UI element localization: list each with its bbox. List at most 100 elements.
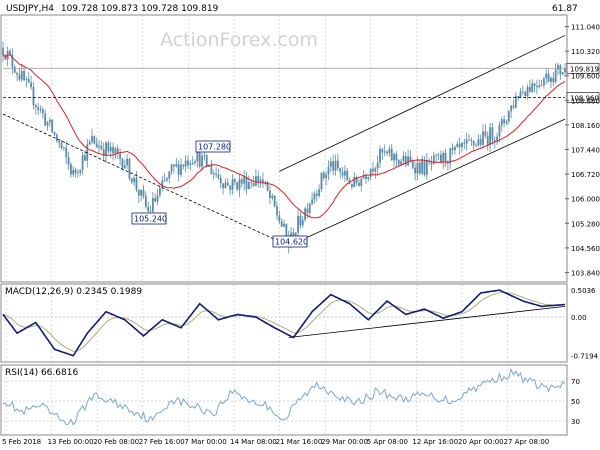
main-pane-frame <box>0 14 568 283</box>
candle-body <box>510 105 513 112</box>
candle <box>158 185 161 198</box>
candle-body <box>421 160 424 174</box>
candle-body <box>105 142 107 157</box>
candle-body <box>479 139 482 145</box>
candle-body <box>360 178 363 186</box>
moving-average-line <box>2 54 566 219</box>
candle-body <box>400 161 402 165</box>
candle <box>531 79 534 94</box>
rsi-line <box>3 367 566 426</box>
candle-body <box>9 50 11 55</box>
candle <box>543 76 545 89</box>
candle-body <box>266 182 269 191</box>
candle <box>536 79 538 95</box>
candle <box>507 110 510 125</box>
candle <box>142 184 145 199</box>
candle <box>184 155 187 173</box>
y-tick-label: 103.840 <box>571 269 600 277</box>
candle-body <box>362 176 365 179</box>
candle <box>432 151 435 166</box>
candle <box>437 152 440 161</box>
candle <box>404 152 407 168</box>
trendline <box>288 118 566 247</box>
candle-body <box>524 92 527 97</box>
candle <box>243 170 246 192</box>
candle <box>278 210 281 225</box>
candle-body <box>243 177 246 184</box>
candle-body <box>547 73 550 82</box>
candle-body <box>353 177 356 188</box>
candle-body <box>224 182 227 189</box>
price-label: 108.960 <box>570 95 599 103</box>
candle-body <box>477 139 480 145</box>
candle <box>259 176 262 188</box>
candle-body <box>107 142 110 152</box>
candle-body <box>528 87 531 92</box>
candle <box>528 79 531 93</box>
candle <box>140 189 143 202</box>
candle-body <box>16 72 18 75</box>
candle-body <box>238 179 241 190</box>
candle <box>189 160 192 171</box>
candle <box>484 124 487 139</box>
candle-body <box>158 187 161 196</box>
candle <box>194 159 196 166</box>
candle <box>18 67 21 82</box>
candle-body <box>93 136 96 144</box>
candle-body <box>210 165 213 175</box>
candle-body <box>161 180 164 188</box>
candle-body <box>121 158 124 169</box>
candle <box>161 175 164 192</box>
candle-body <box>559 65 562 75</box>
candle-body <box>334 160 337 171</box>
candle-body <box>229 185 232 190</box>
candle <box>465 132 468 151</box>
candle-body <box>533 83 536 87</box>
candle-body <box>369 168 372 178</box>
candle-body <box>194 161 196 163</box>
candle <box>444 148 447 168</box>
candle <box>126 154 129 170</box>
candle-body <box>198 150 201 167</box>
candle <box>70 162 72 178</box>
candle-body <box>470 139 473 141</box>
candle <box>191 156 194 165</box>
candle-body <box>482 131 484 145</box>
candle-body <box>140 189 143 196</box>
x-axis-labels: 5 Feb 2018 13 Feb 00:00 20 Feb 08:00 27 Feb… <box>2 438 549 446</box>
candle <box>226 178 229 186</box>
candle <box>372 161 374 176</box>
candle <box>320 172 323 193</box>
macd-y-tick-label: 0.5036 <box>571 287 596 295</box>
candle-body <box>493 139 496 142</box>
candle-body <box>79 169 82 173</box>
rsi-y-tick-label: 70 <box>571 378 580 386</box>
x-tick-label: 14 Mar 08:00 <box>230 438 277 446</box>
candle-body <box>407 156 410 165</box>
candle <box>269 185 271 205</box>
y-tick-label: 111.040 <box>571 24 600 32</box>
candle <box>395 151 398 168</box>
candle <box>121 157 124 171</box>
candle <box>128 157 131 181</box>
candle-body <box>285 223 288 237</box>
annotation-layer: 109.819 108.960 107.280 105.240 104.620 <box>131 62 600 248</box>
candle <box>538 79 541 89</box>
candle <box>325 171 328 186</box>
candle-body <box>409 156 412 161</box>
candle <box>156 188 159 206</box>
corner-value: 61.87 <box>552 4 578 14</box>
candle <box>512 99 515 110</box>
candle-body <box>346 170 349 180</box>
watermark-layer: ActionForex.com <box>160 29 318 51</box>
candle <box>240 176 243 188</box>
candle <box>451 143 454 155</box>
candle-body <box>62 147 65 149</box>
candle <box>498 121 501 143</box>
candle-body <box>557 65 559 70</box>
candle <box>34 103 37 115</box>
candle <box>308 202 311 218</box>
candle-body <box>442 152 445 162</box>
candle <box>58 140 61 149</box>
candle-body <box>320 172 323 190</box>
